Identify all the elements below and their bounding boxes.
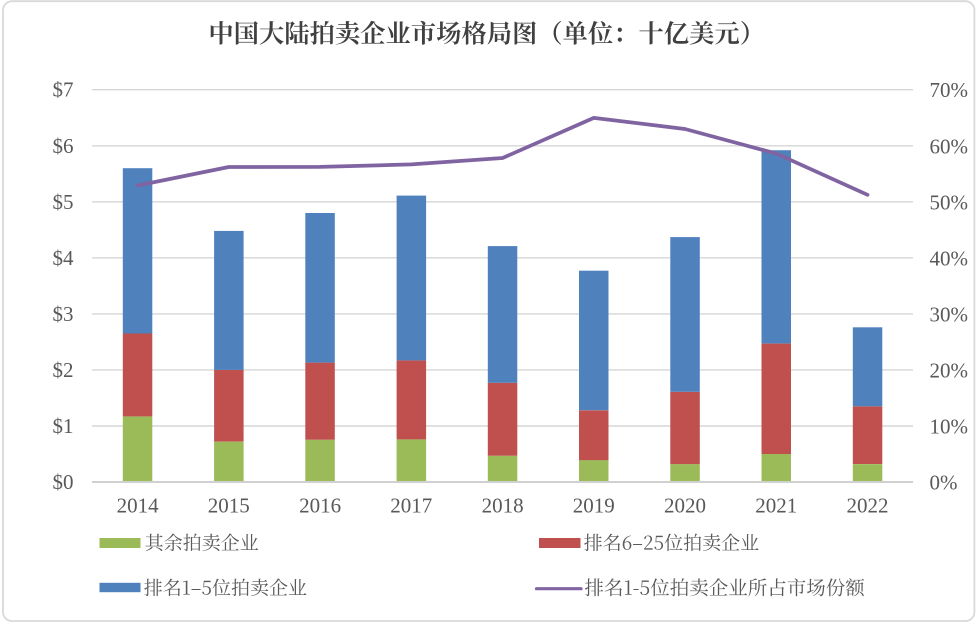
svg-text:2019: 2019 [573,494,615,518]
svg-text:2020: 2020 [664,494,706,518]
svg-text:$3: $3 [53,302,74,326]
svg-text:0%: 0% [930,471,958,495]
svg-text:$7: $7 [53,78,74,102]
svg-text:60%: 60% [930,134,969,158]
svg-text:40%: 40% [930,246,969,270]
svg-text:$2: $2 [53,358,74,382]
svg-text:50%: 50% [930,190,969,214]
svg-text:2017: 2017 [390,494,432,518]
svg-text:20%: 20% [930,358,969,382]
svg-text:$1: $1 [53,414,74,438]
svg-text:$0: $0 [53,470,74,494]
svg-text:$4: $4 [53,246,75,270]
svg-text:10%: 10% [930,415,969,439]
svg-text:2021: 2021 [755,494,797,518]
svg-text:30%: 30% [930,302,969,326]
svg-text:2022: 2022 [847,494,889,518]
svg-text:$6: $6 [53,134,74,158]
svg-text:2016: 2016 [299,494,341,518]
svg-text:2018: 2018 [482,494,524,518]
svg-text:70%: 70% [930,78,969,102]
svg-text:2015: 2015 [208,494,250,518]
svg-text:2014: 2014 [117,494,160,518]
svg-text:$5: $5 [53,190,74,214]
